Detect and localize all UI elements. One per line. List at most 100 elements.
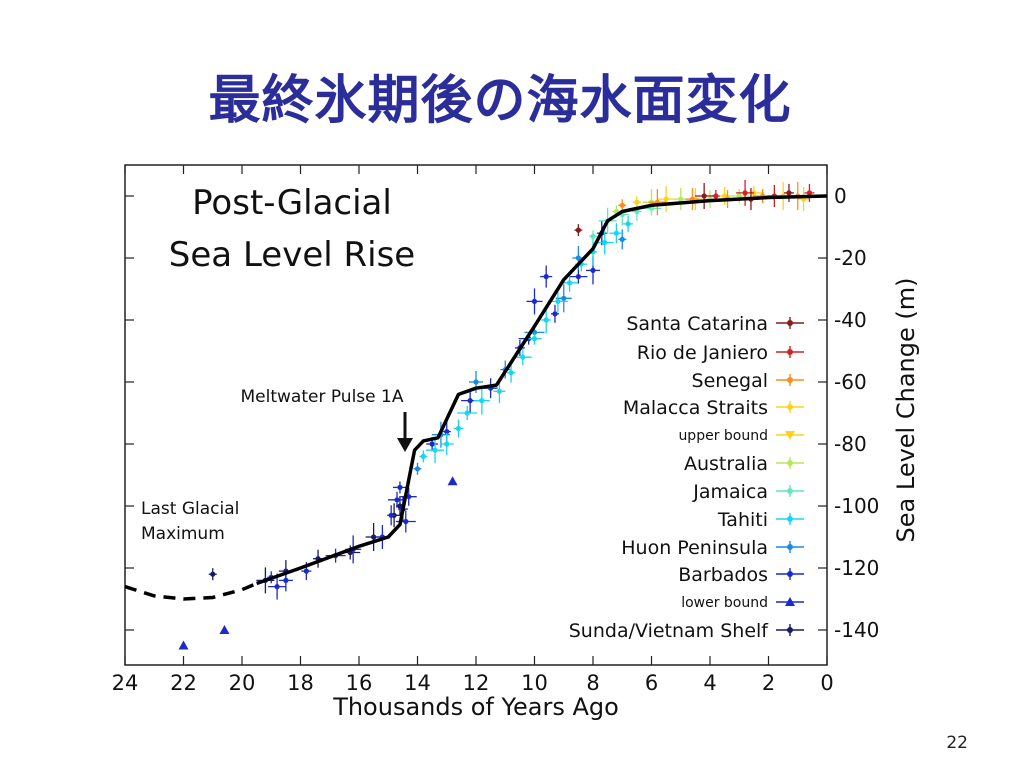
- data-point: [806, 190, 813, 196]
- x-tick-labels: 24 22 20 18 16 14 12 10 8 6 4 2 0: [112, 671, 834, 695]
- plot-frame: [124, 164, 828, 666]
- data-points: [178, 179, 815, 650]
- x-tick-label: 0: [820, 671, 833, 695]
- data-point: [388, 512, 394, 518]
- chart-title-line2: Sea Level Rise: [169, 235, 415, 275]
- data-point: [590, 233, 596, 239]
- data-point: [403, 518, 409, 525]
- data-point: [447, 476, 458, 486]
- data-point: [455, 425, 462, 432]
- data-point: [531, 298, 538, 304]
- data-point: [397, 484, 403, 490]
- data-point: [178, 640, 189, 650]
- data-point: [371, 534, 377, 540]
- data-point: [663, 196, 669, 202]
- data-point: [678, 196, 684, 202]
- trend-line-solid: [256, 194, 828, 586]
- data-point: [394, 497, 400, 503]
- data-point: [444, 441, 450, 447]
- legend-swatch-marker: [787, 349, 793, 355]
- data-point: [429, 441, 435, 447]
- legend-swatch-marker: [787, 460, 793, 466]
- legend-label: Sunda/Vietnam Shelf: [569, 620, 770, 642]
- data-point: [496, 388, 502, 394]
- chart-title-line1: Post-Glacial: [192, 183, 392, 223]
- data-point: [555, 298, 561, 304]
- x-tick-label: 10: [521, 671, 548, 695]
- legend-label: Australia: [684, 453, 768, 475]
- legend-label: upper bound: [678, 428, 768, 444]
- data-point: [520, 354, 526, 360]
- data-point: [543, 274, 549, 280]
- slide-title: 最終氷期後の海水面変化: [208, 71, 792, 131]
- legend-swatch-marker: [787, 377, 793, 383]
- pulse-annotation: Meltwater Pulse 1A: [241, 387, 404, 407]
- x-tick-label: 24: [112, 671, 139, 695]
- y-tick-label: -100: [834, 494, 879, 518]
- y-tick-label: -80: [834, 432, 867, 456]
- y-tick-label: 0: [834, 184, 847, 208]
- legend-swatch-marker: [787, 320, 793, 326]
- data-point: [602, 239, 608, 246]
- x-tick-label: 2: [762, 671, 775, 695]
- data-point: [432, 447, 438, 453]
- x-tick-label: 20: [229, 671, 256, 695]
- data-point: [283, 577, 289, 584]
- data-point: [713, 193, 719, 199]
- legend-label: Senegal: [692, 370, 768, 392]
- x-tick-label: 6: [645, 671, 658, 695]
- legend-swatch-marker: [787, 516, 793, 522]
- legend-label: Santa Catarina: [626, 313, 768, 335]
- legend-swatch-marker: [787, 404, 793, 410]
- y-tick-label: -60: [834, 370, 867, 394]
- legend-label: Rio de Janiero: [637, 342, 768, 364]
- legend-swatch-marker: [787, 544, 793, 550]
- legend-swatch-marker: [787, 627, 793, 633]
- legend-label: Huon Peninsula: [621, 537, 768, 559]
- data-point: [210, 571, 216, 577]
- data-point: [508, 370, 514, 376]
- page-number: 22: [946, 733, 968, 753]
- legend-swatch-marker: [785, 597, 795, 606]
- data-point: [619, 236, 625, 242]
- data-point: [303, 568, 309, 574]
- legend: Santa Catarina Rio de Janiero Senegal Malac…: [569, 313, 804, 642]
- data-point: [420, 453, 426, 459]
- x-tick-label: 16: [346, 671, 373, 695]
- data-point: [444, 429, 450, 435]
- x-tick-label: 12: [463, 671, 490, 695]
- data-point: [575, 274, 581, 280]
- y-tick-label: -40: [834, 308, 867, 332]
- data-point: [625, 221, 631, 227]
- data-point: [575, 255, 581, 261]
- data-point: [619, 202, 625, 208]
- legend-label: Jamaica: [692, 481, 768, 503]
- data-point: [531, 336, 538, 342]
- legend-label: Malacca Straits: [623, 397, 768, 419]
- x-tick-label: 8: [586, 671, 599, 695]
- data-point: [552, 311, 558, 317]
- data-point: [613, 230, 620, 236]
- data-point: [479, 398, 485, 404]
- data-point: [414, 466, 421, 472]
- x-tick-label: 22: [170, 671, 197, 695]
- lgm-annotation-line2: Maximum: [141, 524, 225, 544]
- y-tick-label: -120: [834, 556, 879, 580]
- y-tick-labels: 0 -20 -40 -60 -80 -100 -120 -140: [834, 184, 879, 642]
- data-point: [742, 190, 748, 196]
- axis-ticks: [124, 165, 828, 665]
- data-point: [274, 584, 280, 590]
- data-point: [567, 280, 573, 286]
- x-tick-label: 14: [404, 671, 431, 695]
- data-point: [219, 625, 230, 634]
- data-point: [561, 295, 567, 301]
- legend-label: lower bound: [681, 595, 768, 611]
- data-point: [786, 190, 792, 196]
- data-point: [634, 199, 640, 205]
- legend-swatch-marker: [787, 488, 793, 494]
- data-point: [590, 267, 596, 273]
- pulse-arrow-head: [397, 438, 413, 452]
- trend-line-dashed: [124, 581, 258, 601]
- lgm-annotation-line1: Last Glacial: [141, 499, 239, 519]
